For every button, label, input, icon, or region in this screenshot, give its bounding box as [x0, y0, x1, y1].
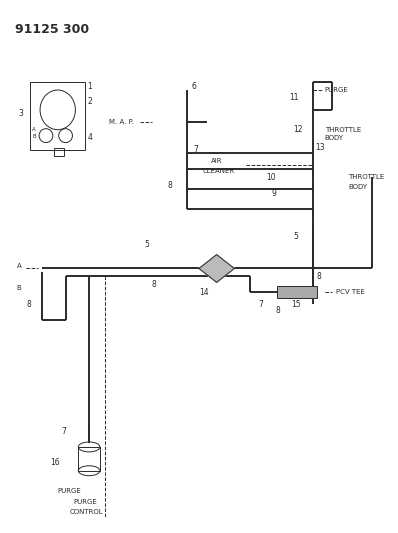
Text: 15: 15 [291, 300, 301, 309]
Bar [78, 447, 100, 471]
Text: 7: 7 [193, 145, 198, 154]
Text: 2: 2 [87, 98, 92, 107]
Text: 8: 8 [26, 300, 31, 309]
Text: 91125 300: 91125 300 [15, 22, 89, 36]
Bar [277, 286, 317, 298]
Text: PCV TEE: PCV TEE [336, 289, 365, 295]
Text: PURGE: PURGE [58, 488, 82, 494]
Text: 10: 10 [266, 173, 275, 182]
Bar [54, 148, 64, 156]
Text: PURGE: PURGE [325, 87, 348, 93]
Text: 9: 9 [271, 189, 277, 198]
Text: CLEANER: CLEANER [203, 168, 235, 174]
Text: 12: 12 [293, 125, 303, 134]
Text: B: B [16, 285, 21, 292]
Text: 5: 5 [293, 232, 298, 241]
Text: BODY: BODY [325, 135, 344, 141]
Text: 8: 8 [168, 181, 172, 190]
Text: A: A [16, 263, 21, 270]
Text: 14: 14 [199, 288, 209, 297]
Text: 8: 8 [275, 305, 280, 314]
Text: 7: 7 [258, 300, 263, 309]
Text: AIR: AIR [211, 158, 222, 164]
Text: THROTTLE: THROTTLE [348, 174, 384, 180]
Text: PURGE: PURGE [73, 499, 97, 505]
Text: 3: 3 [18, 109, 23, 118]
Bar [30, 82, 85, 150]
Text: 1: 1 [87, 82, 92, 91]
Text: A: A [32, 127, 36, 132]
Text: 4: 4 [87, 133, 92, 142]
Text: 8: 8 [152, 280, 157, 289]
Text: M. A. P.: M. A. P. [109, 119, 134, 125]
Polygon shape [199, 255, 234, 282]
Text: B: B [32, 134, 36, 139]
Text: THROTTLE: THROTTLE [325, 127, 361, 133]
Text: BODY: BODY [348, 184, 367, 190]
Text: 7: 7 [62, 426, 66, 435]
Text: 16: 16 [50, 458, 59, 467]
Text: 6: 6 [191, 82, 196, 91]
Text: CONTROL: CONTROL [70, 510, 103, 515]
Text: 11: 11 [289, 93, 299, 102]
Text: 5: 5 [144, 240, 149, 249]
Text: 13: 13 [315, 143, 324, 152]
Text: 8: 8 [317, 272, 322, 281]
